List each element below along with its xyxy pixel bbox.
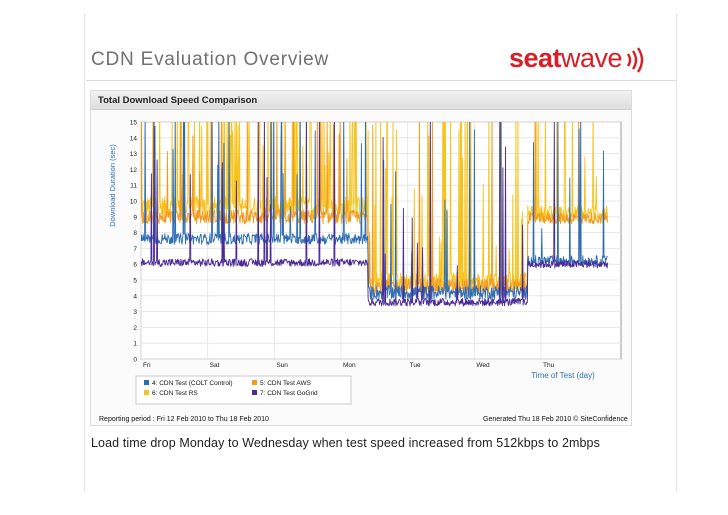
y-axis-label: Download Duration (sec) [108, 144, 117, 227]
y-tick-label: 13 [130, 151, 138, 158]
y-tick-label: 4 [133, 293, 137, 300]
y-tick-label: 7 [133, 246, 137, 253]
x-tick-label: Thu [543, 362, 555, 369]
legend-label: 7: CDN Test GoGrid [260, 390, 318, 397]
y-tick-label: 9 [133, 214, 137, 221]
y-tick-label: 10 [130, 199, 138, 206]
x-tick-label: Wed [476, 362, 490, 369]
y-tick-label: 14 [130, 135, 138, 142]
seatwave-logo: seatwave [509, 43, 623, 73]
legend-label: 6: CDN Test RS [152, 390, 198, 397]
legend-swatch [252, 390, 257, 395]
x-tick-label: Sat [210, 362, 220, 369]
y-tick-label: 0 [133, 357, 137, 364]
legend-swatch [144, 380, 149, 385]
signal-waves-icon [626, 47, 644, 73]
x-tick-label: Tue [410, 362, 421, 369]
chart-title: Total Download Speed Comparison [98, 95, 258, 106]
legend-label: 4: CDN Test (COLT Control) [152, 380, 233, 387]
y-tick-label: 2 [133, 325, 137, 332]
y-tick-label: 12 [130, 167, 138, 174]
generated-note: Generated Thu 18 Feb 2010 © SiteConfiden… [483, 416, 628, 423]
slide-caption: Load time drop Monday to Wednesday when … [91, 436, 600, 450]
legend-swatch [144, 390, 149, 395]
y-tick-label: 1 [133, 341, 137, 348]
legend-swatch [252, 380, 257, 385]
y-tick-label: 6 [133, 262, 137, 269]
x-tick-label: Sun [276, 362, 288, 369]
reporting-period: Reporting period : Fri 12 Feb 2010 to Th… [99, 416, 269, 423]
y-tick-label: 5 [133, 278, 137, 285]
x-tick-label: Mon [343, 362, 356, 369]
title-divider [86, 80, 676, 81]
legend-label: 5: CDN Test AWS [260, 380, 312, 387]
y-tick-label: 15 [130, 120, 138, 127]
y-tick-label: 11 [130, 183, 137, 190]
frame-line-left [84, 14, 85, 492]
logo-text-seat: seat [509, 43, 562, 73]
series-line-7 [141, 122, 609, 307]
frame-line-right [676, 14, 677, 492]
x-axis-label: Time of Test (day) [531, 371, 595, 380]
slide-title: CDN Evaluation Overview [91, 49, 330, 70]
series-7 [141, 122, 609, 307]
y-tick-label: 8 [133, 230, 137, 237]
chart-panel-header: Total Download Speed Comparison [91, 91, 631, 110]
legend-box [135, 375, 352, 405]
y-tick-label: 3 [133, 309, 137, 316]
logo-text-wave: wave [561, 43, 623, 73]
x-tick-label: Fri [143, 362, 151, 369]
